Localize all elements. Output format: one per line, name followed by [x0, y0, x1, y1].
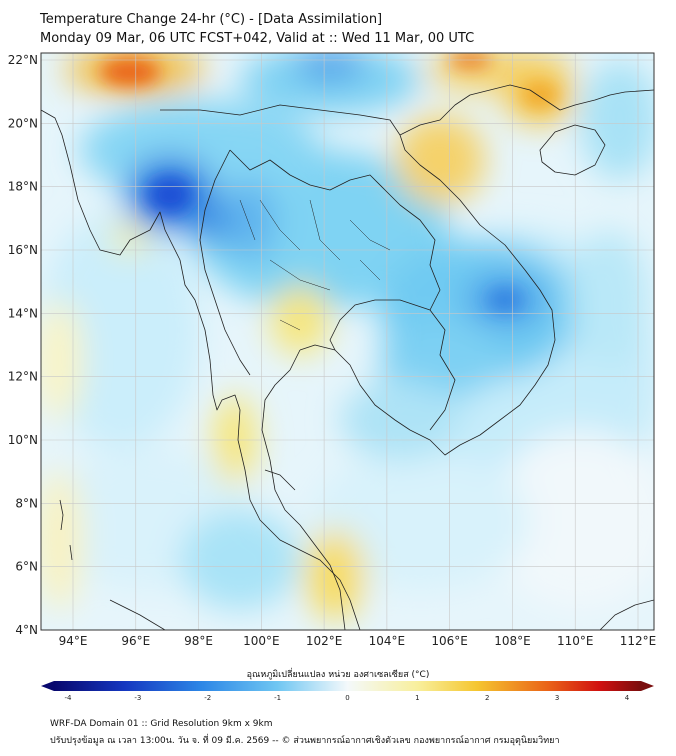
- coastline-malay-east: [261, 349, 346, 630]
- lon-tick-label: 110°E: [557, 634, 594, 648]
- lat-tick-label: 18°N: [8, 180, 38, 194]
- graticule: [41, 53, 654, 630]
- lon-tick-label: 106°E: [431, 634, 468, 648]
- coastline-gulf-vietnam: [299, 84, 654, 456]
- lat-tick-label: 6°N: [15, 560, 38, 574]
- lat-tick-label: 8°N: [15, 496, 38, 510]
- border-china-south: [160, 104, 401, 136]
- border-malaysia-thailand: [264, 469, 296, 491]
- lon-tick-label: 104°E: [369, 634, 406, 648]
- colorbar-tick-label: -3: [134, 694, 141, 702]
- temperature-blobs: [41, 53, 654, 620]
- colorbar-tick-label: 0: [345, 694, 349, 702]
- chart-subtitle-valid-time: Monday 09 Mar, 06 UTC FCST+042, Valid at…: [40, 31, 475, 46]
- lon-tick-label: 96°E: [121, 634, 150, 648]
- colorbar-gradient: [54, 681, 641, 691]
- lon-tick-label: 102°E: [306, 634, 343, 648]
- latitude-axis: 22°N 20°N 18°N 16°N 14°N 12°N 10°N 8°N 6°N 4°N: [8, 53, 38, 637]
- coastline-hainan: [539, 124, 606, 176]
- lon-tick-label: 112°E: [620, 634, 657, 648]
- map-frame: [40, 52, 655, 631]
- lat-tick-label: 22°N: [8, 53, 38, 67]
- longitude-axis: 94°E 96°E 98°E 100°E 102°E 104°E 106°E 108°E 110…: [59, 634, 657, 648]
- colorbar-tick-label: 1: [415, 694, 419, 702]
- lon-tick-label: 98°E: [184, 634, 213, 648]
- colorbar-max-arrow: [641, 681, 654, 691]
- colorbar-title: อุณหภูมิเปลี่ยนแปลง หน่วย องศาเซลเซียส (…: [246, 670, 430, 680]
- provincial-lines: [239, 199, 391, 331]
- lon-tick-label: 100°E: [243, 634, 280, 648]
- coastline-borneo: [599, 599, 654, 630]
- lon-tick-label: 94°E: [59, 634, 88, 648]
- lat-tick-label: 14°N: [8, 306, 38, 320]
- colorbar-tick-label: 2: [485, 694, 489, 702]
- colorbar: -4 -3 -2 -1 0 1 2 3 4: [41, 681, 654, 702]
- colorbar-tick-label: -4: [65, 694, 73, 702]
- colorbar-tick-label: -1: [274, 694, 281, 702]
- temperature-hotspots: [100, 53, 558, 310]
- footer-update-credit: ปรับปรุงข้อมูล ณ เวลา 13:00น. วัน จ. ที่…: [50, 736, 560, 746]
- border-myanmar-thailand: [199, 149, 251, 376]
- coastline-west: [41, 109, 361, 630]
- footer-model-info: WRF-DA Domain 01 :: Grid Resolution 9km …: [50, 719, 273, 729]
- colorbar-tick-label: 3: [555, 694, 559, 702]
- colorbar-min-arrow: [41, 681, 54, 691]
- lat-tick-label: 20°N: [8, 116, 38, 130]
- border-thailand-cambodia: [329, 299, 431, 351]
- lon-tick-label: 108°E: [494, 634, 531, 648]
- colorbar-tick-label: 4: [625, 694, 630, 702]
- lat-tick-label: 12°N: [8, 370, 38, 384]
- lat-tick-label: 10°N: [8, 433, 38, 447]
- coastlines-borders: [41, 84, 654, 630]
- coastline-sumatra: [109, 599, 166, 630]
- colorbar-ticks: -4 -3 -2 -1 0 1 2 3 4: [65, 694, 630, 702]
- chart-title: Temperature Change 24-hr (°C) - [Data As…: [40, 12, 383, 27]
- border-thailand-laos: [229, 149, 441, 311]
- colorbar-tick-label: -2: [204, 694, 211, 702]
- border-cambodia-vietnam: [429, 309, 456, 431]
- lat-tick-label: 16°N: [8, 243, 38, 257]
- temperature-field: [41, 53, 654, 630]
- coastline-andaman: [59, 499, 73, 561]
- lat-tick-label: 4°N: [15, 623, 38, 637]
